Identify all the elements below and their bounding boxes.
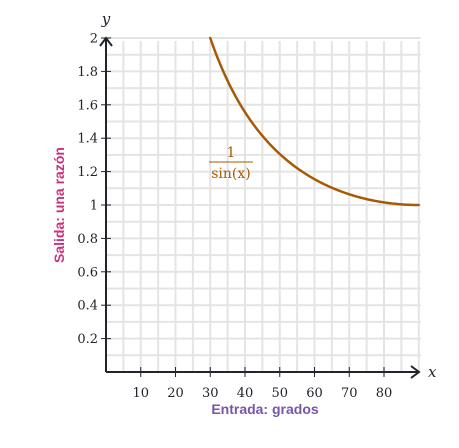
y-tick-label: 0.6 (77, 265, 98, 280)
y-tick-label: 2 (90, 32, 98, 47)
y-tick-label: 1.4 (77, 132, 98, 147)
x-tick-label: 40 (237, 386, 254, 401)
y-tick-label: 1 (90, 199, 98, 214)
x-axis-label: Entrada: grados (211, 401, 319, 417)
curve-label: 1 sin(x) (209, 145, 253, 182)
y-tick-label: 0.8 (77, 232, 98, 247)
ticks: 10 20 30 40 50 60 70 80 0.2 0.4 0.6 0.8 1 1.2 1.4 1.6 1.… (77, 32, 392, 402)
y-tick-label: 1.2 (77, 165, 98, 180)
grid (106, 37, 421, 372)
x-tick-label: 80 (376, 386, 393, 401)
x-axis-symbol: x (428, 363, 437, 381)
curve-label-numerator: 1 (227, 145, 236, 161)
series-layer (209, 36, 420, 207)
curve-label-denominator: sin(x) (211, 166, 251, 182)
x-axis-arrow (410, 365, 421, 379)
y-axis-symbol: y (101, 10, 111, 28)
y-tick-label: 0.2 (77, 332, 98, 347)
series-csc-line (209, 36, 420, 207)
x-tick-label: 30 (202, 386, 219, 401)
y-tick-label: 0.4 (77, 299, 98, 314)
y-tick-label: 1.6 (77, 98, 98, 113)
y-tick-label: 1.8 (77, 65, 98, 80)
x-tick-label: 70 (341, 386, 358, 401)
x-tick-label: 10 (132, 386, 149, 401)
x-tick-label: 20 (167, 386, 184, 401)
x-tick-label: 60 (306, 386, 323, 401)
y-axis-label: Salida: una razón (51, 147, 67, 263)
x-tick-label: 50 (271, 386, 288, 401)
